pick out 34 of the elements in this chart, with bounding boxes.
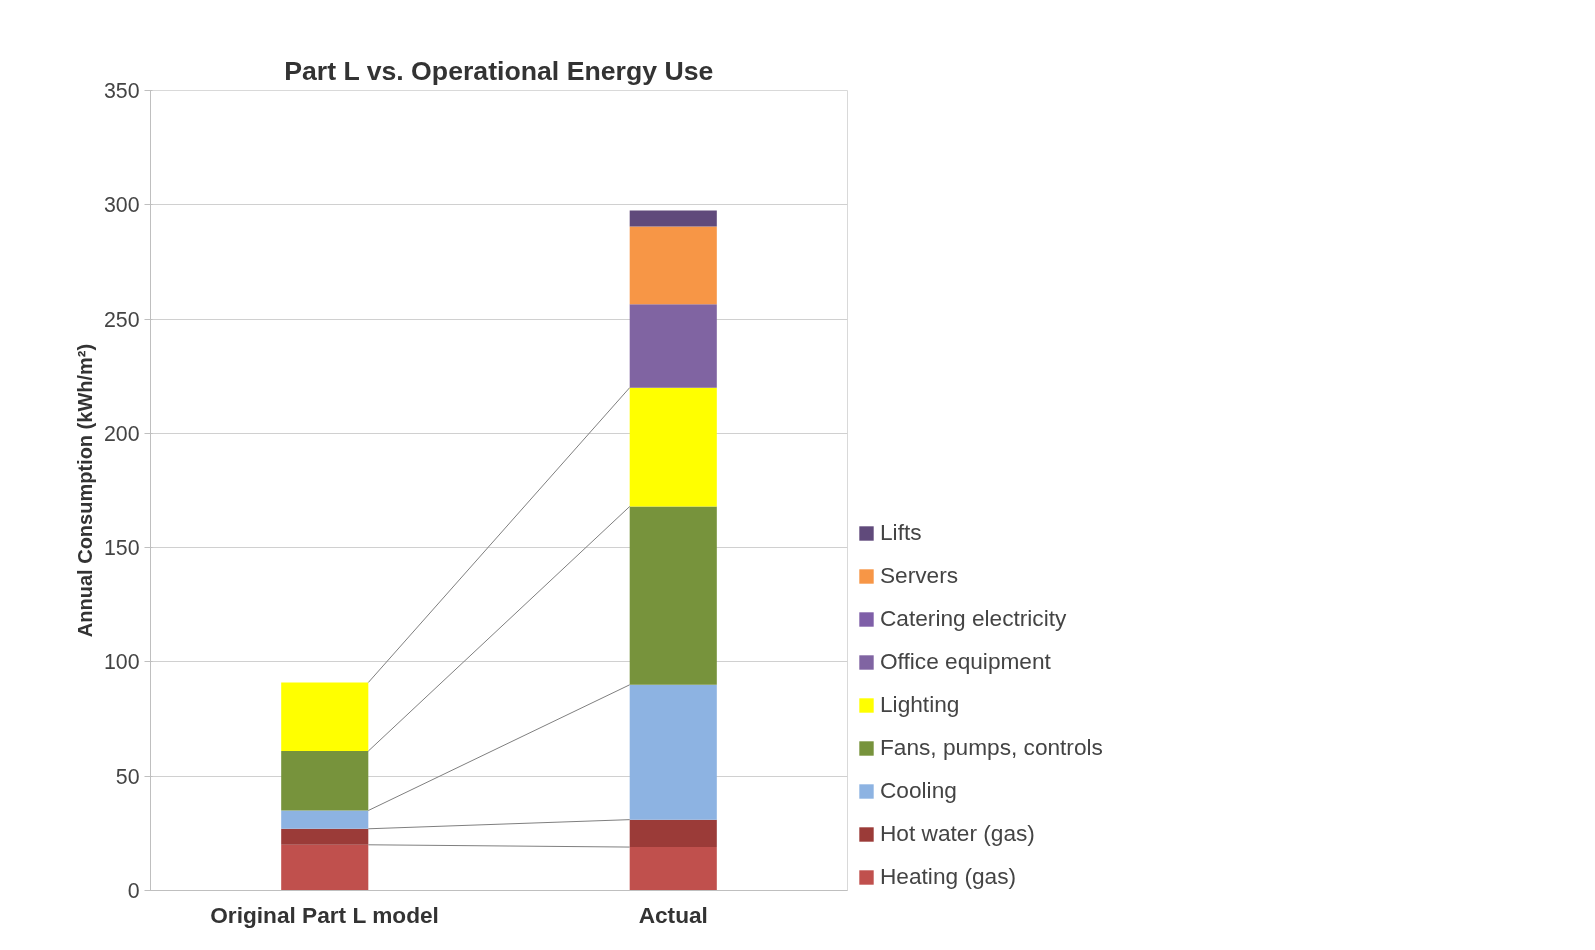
y-tick-label: 100 xyxy=(103,650,140,675)
y-tick-label: 0 xyxy=(127,879,140,903)
legend-label: Office equipment xyxy=(880,648,1051,675)
x-tick-label: Actual xyxy=(638,901,708,928)
x-tick-label: Original Part L model xyxy=(210,901,439,928)
chart-title: Part L vs. Operational Energy Use xyxy=(284,55,714,86)
bar xyxy=(281,751,369,811)
y-tick-label: 50 xyxy=(115,764,140,789)
y-tick-label: 200 xyxy=(103,421,140,446)
legend-label: Lighting xyxy=(880,691,960,718)
bar xyxy=(629,684,717,820)
y-axis-title: Annual Consumption (kWh/m²) xyxy=(73,343,96,638)
legend-label: Hot water (gas) xyxy=(880,820,1035,847)
legend-label: Fans, pumps, controls xyxy=(880,734,1103,761)
legend-label: Heating (gas) xyxy=(880,863,1017,890)
bar xyxy=(629,210,717,227)
bar xyxy=(629,387,717,507)
legend-label: Lifts xyxy=(880,519,922,546)
bar xyxy=(629,847,717,891)
legend-label: Servers xyxy=(880,562,959,589)
bar xyxy=(281,682,369,752)
legend-label: Catering electricity xyxy=(880,605,1067,632)
y-tick-label: 300 xyxy=(103,193,140,218)
bar xyxy=(629,226,717,305)
bar xyxy=(629,304,717,388)
y-tick-label: 250 xyxy=(103,307,140,332)
bar xyxy=(281,844,369,891)
legend-label: Cooling xyxy=(880,777,957,804)
y-tick-label: 150 xyxy=(103,536,140,561)
bar xyxy=(629,506,717,685)
bar xyxy=(629,819,717,848)
y-tick-label: 350 xyxy=(103,79,140,103)
bar xyxy=(281,828,369,845)
bar xyxy=(281,810,369,829)
